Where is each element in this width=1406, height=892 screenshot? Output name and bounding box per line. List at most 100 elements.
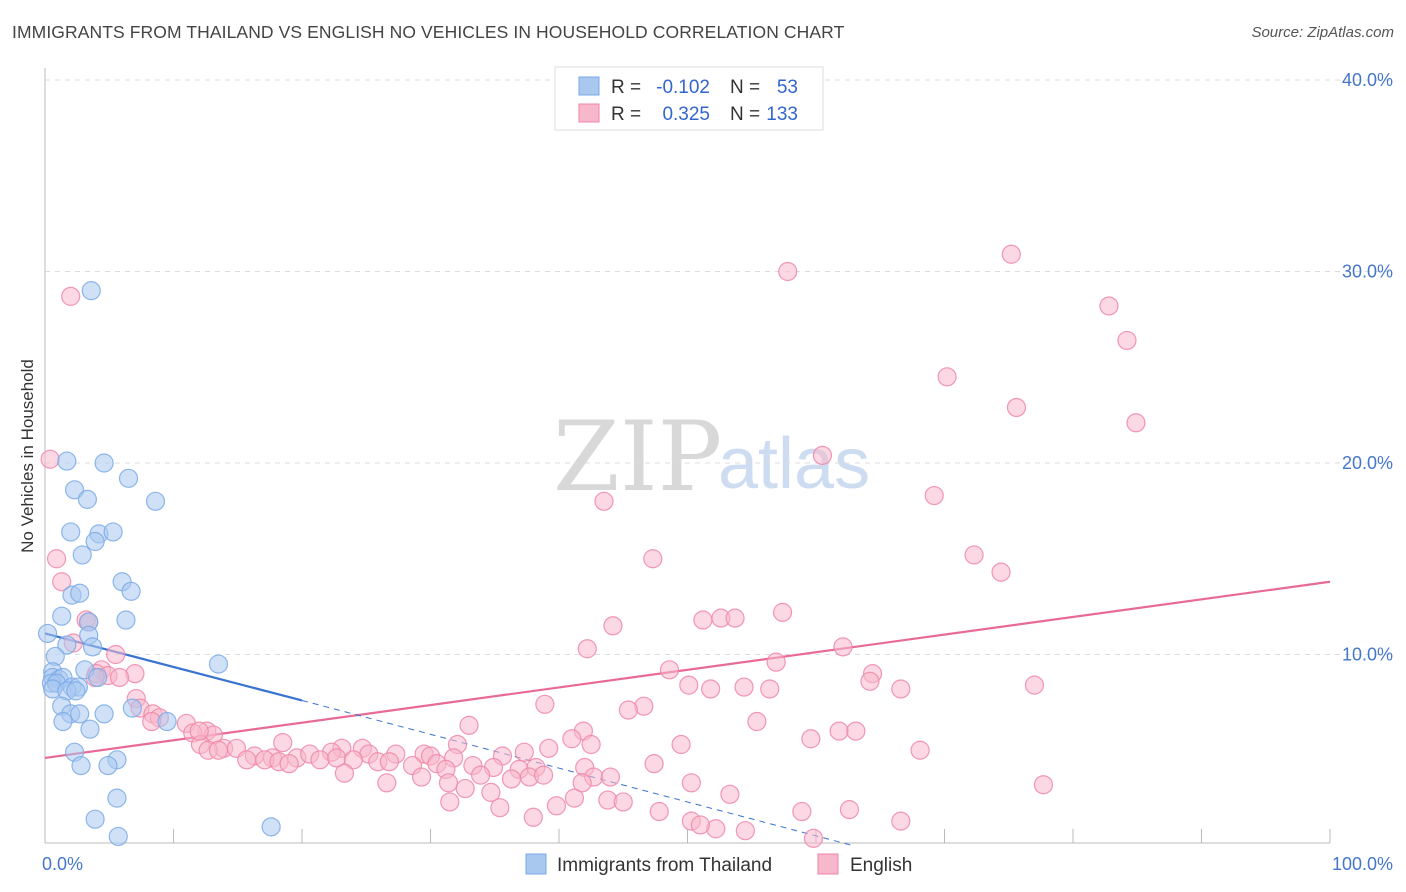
english-point [725, 608, 745, 628]
english-point [109, 667, 130, 688]
gridlines [45, 79, 1392, 655]
bottom-legend-label: Immigrants from Thailand [557, 855, 772, 876]
english-point [701, 679, 721, 699]
english-point [937, 367, 957, 387]
english-point [594, 491, 614, 511]
legend-n-value: 53 [777, 77, 798, 98]
english-point [273, 732, 293, 753]
english-point [514, 742, 534, 762]
english-point [690, 815, 710, 835]
english-point [411, 767, 432, 787]
english-point [379, 752, 399, 772]
english-point [40, 449, 60, 469]
legend-r-label: R = [611, 104, 641, 125]
english-point [501, 769, 522, 789]
y-tick-label: 10.0% [1342, 645, 1393, 665]
tick-labels: 10.0% 20.0% 30.0% 40.0% 0.0% 100.0% [42, 70, 1393, 874]
legend-r-label: R = [611, 77, 641, 98]
english-point [829, 721, 849, 741]
english-point [440, 792, 460, 812]
english-point [846, 721, 866, 741]
thailand-point [122, 698, 142, 718]
thailand-point [103, 522, 123, 542]
thailand-point [107, 788, 127, 808]
thailand-point [80, 719, 100, 739]
english-point [891, 679, 911, 699]
english-point [343, 750, 363, 770]
english-point [720, 784, 740, 804]
watermark-atlas: atlas [718, 424, 870, 504]
english-point [189, 721, 209, 741]
english-point [539, 738, 559, 758]
english-point [766, 652, 786, 672]
english-point [812, 445, 833, 465]
legend-swatch [578, 103, 600, 123]
english-point [891, 811, 911, 831]
thailand-point [77, 489, 98, 509]
english-point [546, 796, 567, 816]
thailand-point [72, 545, 92, 565]
english-point [459, 715, 479, 735]
english-point [61, 286, 81, 306]
english-point [581, 734, 601, 755]
watermark-zip: ZIP [553, 401, 722, 513]
english-point [600, 767, 621, 787]
english-point [1024, 675, 1045, 695]
english-point [649, 801, 669, 822]
data-points [37, 244, 1146, 848]
thailand-point [88, 667, 108, 688]
english-point [910, 740, 930, 760]
thailand-point [71, 755, 91, 776]
thailand-point [118, 468, 139, 488]
thailand-point [81, 281, 101, 301]
english-point [1099, 296, 1119, 316]
english-point [734, 677, 754, 697]
bottom-legend-swatch [525, 853, 547, 875]
english-point [693, 610, 713, 630]
thailand-point [121, 581, 141, 601]
english-point [833, 637, 853, 657]
thailand-point [94, 704, 114, 724]
english-point [747, 711, 767, 732]
thailand-point [52, 606, 72, 626]
english-point [772, 602, 793, 622]
english-point [643, 549, 663, 569]
english-point [52, 572, 72, 592]
thailand-point [108, 826, 128, 847]
y-tick-label: 40.0% [1342, 70, 1393, 90]
thailand-point [64, 480, 85, 500]
y-tick-label: 20.0% [1342, 453, 1393, 473]
english-point [681, 773, 701, 793]
english-point [803, 828, 824, 848]
english-point [564, 788, 585, 808]
english-point [991, 562, 1011, 582]
y-tick-label: 30.0% [1342, 262, 1393, 282]
trend-lines [44, 580, 1331, 847]
english-point [106, 644, 126, 665]
english-point [1033, 775, 1054, 795]
english-point [964, 545, 984, 565]
legend-box [554, 66, 824, 131]
english-point [46, 549, 67, 569]
y-axis-label: No Vehicles in Household [18, 359, 37, 553]
chart-title: IMMIGRANTS FROM THAILAND VS ENGLISH NO V… [12, 22, 845, 42]
english-point [735, 821, 755, 841]
thailand-trend-extension [301, 699, 855, 847]
english-point [1006, 397, 1027, 418]
english-point [310, 750, 330, 770]
english-point [279, 754, 299, 774]
thailand-point [66, 681, 86, 701]
thailand-point [85, 809, 105, 829]
english-point [644, 754, 664, 774]
source-label: Source: ZipAtlas.com [1251, 24, 1394, 41]
english-point [438, 773, 459, 793]
thailand-point [37, 623, 58, 644]
english-point [334, 763, 355, 783]
legend-n-label: N = [730, 77, 760, 98]
english-point [523, 807, 543, 827]
english-point [839, 800, 860, 820]
english-point [535, 694, 555, 714]
english-point [481, 782, 501, 802]
english-point [924, 485, 944, 506]
thailand-point [57, 635, 77, 655]
